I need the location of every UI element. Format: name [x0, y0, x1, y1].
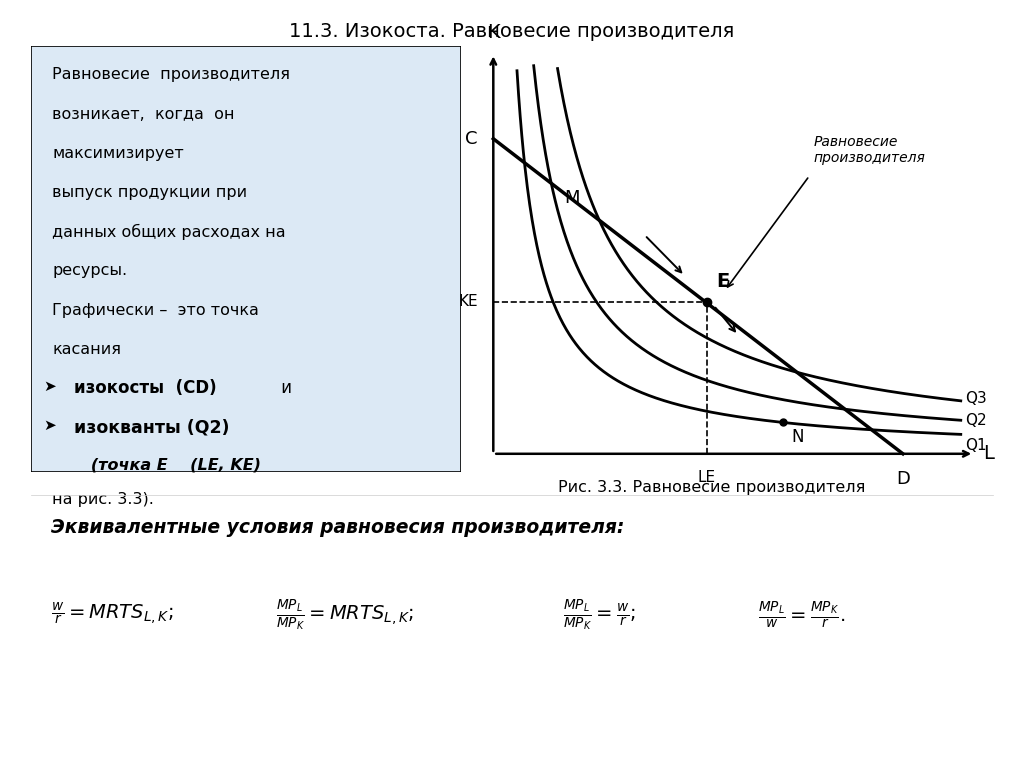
Text: ➤: ➤: [44, 419, 56, 433]
Text: KE: KE: [458, 294, 478, 310]
Text: E: E: [716, 272, 729, 291]
Text: K: K: [487, 23, 500, 42]
Text: $\frac{MP_L}{MP_K} = MRTS_{L,K}$;: $\frac{MP_L}{MP_K} = MRTS_{L,K}$;: [276, 597, 415, 632]
Text: $\frac{MP_L}{w} = \frac{MP_K}{r}$.: $\frac{MP_L}{w} = \frac{MP_K}{r}$.: [758, 599, 845, 630]
Text: Равновесие  производителя: Равновесие производителя: [52, 68, 290, 82]
Text: возникает,  когда  он: возникает, когда он: [52, 107, 234, 121]
Text: изокосты  (CD): изокосты (CD): [74, 379, 216, 397]
Text: N: N: [792, 428, 804, 446]
Text: Графически –  это точка: Графически – это точка: [52, 303, 259, 318]
Text: данных общих расходах на: данных общих расходах на: [52, 224, 286, 240]
Text: $\frac{MP_L}{MP_K} = \frac{w}{r}$;: $\frac{MP_L}{MP_K} = \frac{w}{r}$;: [563, 597, 636, 632]
Text: D: D: [896, 471, 910, 488]
Text: выпуск продукции при: выпуск продукции при: [52, 185, 248, 200]
Text: L: L: [983, 444, 994, 463]
Text: касания: касания: [52, 342, 121, 357]
Text: ресурсы.: ресурсы.: [52, 263, 127, 279]
Text: Эквивалентные условия равновесия производителя:: Эквивалентные условия равновесия произво…: [51, 518, 625, 538]
Text: LE: LE: [698, 471, 716, 485]
FancyBboxPatch shape: [31, 46, 461, 472]
Text: изокванты (Q2): изокванты (Q2): [74, 419, 229, 436]
Text: ➤: ➤: [44, 379, 56, 394]
Text: максимизирует: максимизирует: [52, 146, 184, 161]
Text: 11.3. Изокоста. Равновесие производителя: 11.3. Изокоста. Равновесие производителя: [290, 22, 734, 41]
Text: Q2: Q2: [966, 412, 987, 428]
Text: M: M: [564, 189, 581, 207]
Text: Равновесие
производителя: Равновесие производителя: [814, 134, 926, 165]
Text: и: и: [275, 379, 292, 397]
Text: Q3: Q3: [966, 392, 987, 406]
Text: C: C: [465, 130, 478, 147]
Text: Рис. 3.3. Равновесие производителя: Рис. 3.3. Равновесие производителя: [558, 480, 865, 495]
Text: $\frac{w}{r} = MRTS_{L,K}$;: $\frac{w}{r} = MRTS_{L,K}$;: [51, 601, 174, 627]
Text: на рис. 3.3).: на рис. 3.3).: [52, 492, 154, 508]
Text: (точка Е    (LE, KE): (точка Е (LE, KE): [74, 458, 261, 472]
Text: Q1: Q1: [966, 438, 987, 453]
